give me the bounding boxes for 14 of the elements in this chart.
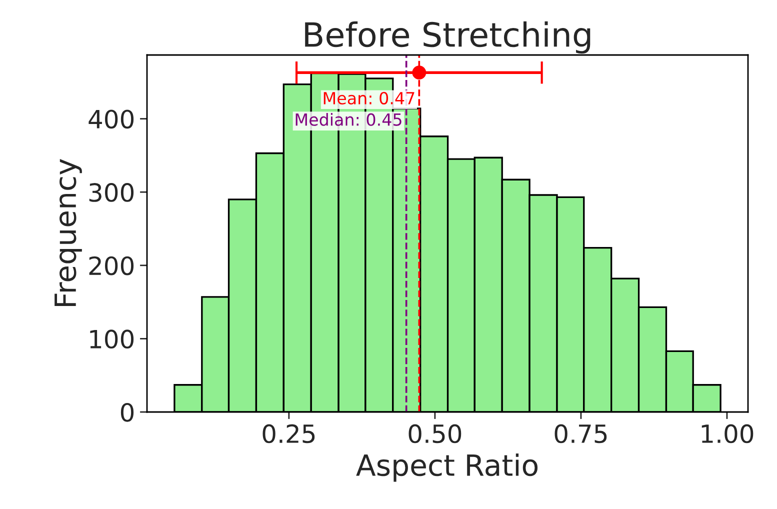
y-tick-label: 300: [89, 183, 134, 202]
y-tick-label: 200: [89, 256, 134, 276]
x-tick-label: 0.75: [554, 424, 607, 444]
ref-line-label: Median: 0.45: [296, 112, 402, 126]
x-tick-label: 1.00: [702, 424, 754, 444]
chart-title: Before Stretching: [305, 21, 590, 54]
x-tick-label: 0.50: [408, 424, 462, 444]
y-axis-title: Frequency: [54, 159, 82, 306]
x-tick-label: 0.25: [262, 424, 315, 444]
y-tick-label: 100: [90, 330, 134, 349]
x-axis-title: Aspect Ratio: [356, 454, 538, 482]
y-tick-label: 0: [120, 402, 134, 422]
y-tick-label: 400: [88, 110, 134, 129]
ref-line-label: Mean: 0.47: [324, 92, 414, 104]
